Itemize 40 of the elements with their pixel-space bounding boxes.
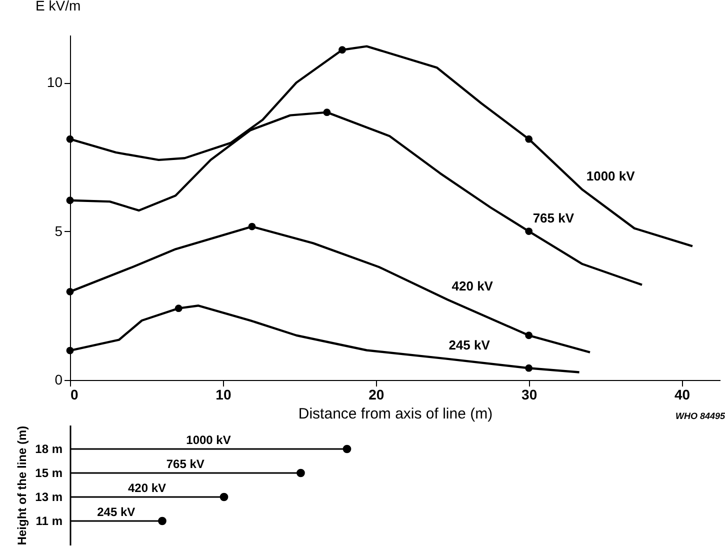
series-label: 765 kV xyxy=(532,210,574,226)
point xyxy=(296,468,305,478)
point xyxy=(158,516,166,526)
point xyxy=(66,288,74,296)
annotation: 1000 kV xyxy=(186,433,231,447)
series-label: 1000 kV xyxy=(586,168,636,184)
x-tick-label: 30 xyxy=(522,386,538,402)
point xyxy=(66,135,74,143)
point xyxy=(248,222,256,230)
y-tick-label: 13 m xyxy=(35,490,62,504)
point xyxy=(525,228,533,235)
annotation: 765 kV xyxy=(166,457,204,471)
point xyxy=(220,492,228,502)
x-tick-label: 20 xyxy=(368,386,384,402)
y-axis-title: Height of the line (m) xyxy=(15,426,30,546)
y-tick-label: 11 m xyxy=(36,514,62,528)
x-tick-label: 0 xyxy=(70,386,78,402)
y-tick-label: 5 xyxy=(54,222,63,239)
point xyxy=(338,46,346,54)
point xyxy=(342,444,352,454)
y-tick-label: 18 m xyxy=(35,442,62,456)
point xyxy=(66,196,74,204)
point xyxy=(525,135,533,143)
y-axis-title: E kV/m xyxy=(36,0,81,14)
point xyxy=(66,346,74,354)
x-tick-label: 10 xyxy=(216,386,232,402)
series-label: 245 kV xyxy=(448,338,490,353)
y-tick-label: 0 xyxy=(54,372,63,388)
y-tick-label: 15 m xyxy=(35,466,62,480)
point xyxy=(525,364,533,372)
point xyxy=(174,304,182,312)
text: WHO 84495 xyxy=(675,411,725,421)
y-tick-label: 10 xyxy=(46,74,63,90)
point xyxy=(525,332,533,340)
point xyxy=(323,108,331,116)
series-label: 420 kV xyxy=(452,278,494,294)
x-tick-label: 40 xyxy=(674,386,690,402)
annotation: 245 kV xyxy=(97,505,136,519)
x-axis-title: Distance from axis of line (m) xyxy=(298,406,493,422)
annotation: 420 kV xyxy=(128,481,166,495)
